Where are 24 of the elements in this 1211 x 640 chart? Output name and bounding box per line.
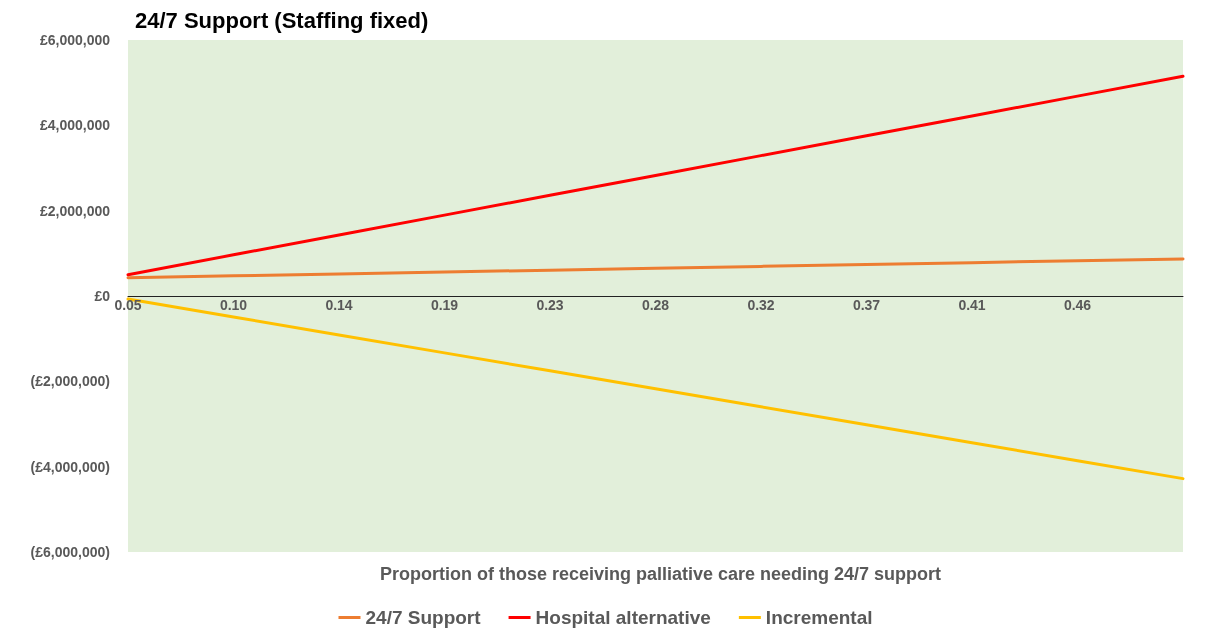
x-axis-title: Proportion of those receiving palliative care needing 24/7 support [379, 564, 942, 584]
y-tick-label: £4,000,000 [39, 117, 111, 134]
line-series [126, 74, 1185, 277]
y-tick-label: (£4,000,000) [30, 458, 110, 475]
x-tick-label: 0.41 [958, 297, 986, 313]
y-tick-label: £6,000,000 [39, 32, 111, 48]
x-tick-label: 0.32 [747, 297, 775, 313]
chart-title: 24/7 Support (Staffing fixed) [135, 7, 429, 33]
x-tick-label: 0.14 [325, 297, 353, 313]
x-tick-label: 0.19 [430, 297, 459, 313]
x-tick-label: 0.10 [219, 297, 248, 313]
legend-label: Incremental [765, 607, 873, 628]
y-tick-label: (£6,000,000) [30, 544, 110, 560]
line-series [126, 257, 1185, 280]
y-tick-label: £2,000,000 [39, 202, 111, 219]
x-tick-label: 0.28 [641, 297, 670, 313]
x-tick-label: 0.46 [1063, 297, 1092, 313]
legend-label: 24/7 Support [365, 607, 482, 628]
y-tick-label: £0 [94, 288, 111, 304]
x-tick-label: 0.37 [852, 297, 881, 313]
x-tick-label: 0.05 [114, 297, 142, 313]
legend-label: Hospital alternative [535, 607, 711, 628]
x-tick-label: 0.23 [536, 297, 564, 313]
y-tick-label: (£2,000,000) [30, 373, 110, 390]
